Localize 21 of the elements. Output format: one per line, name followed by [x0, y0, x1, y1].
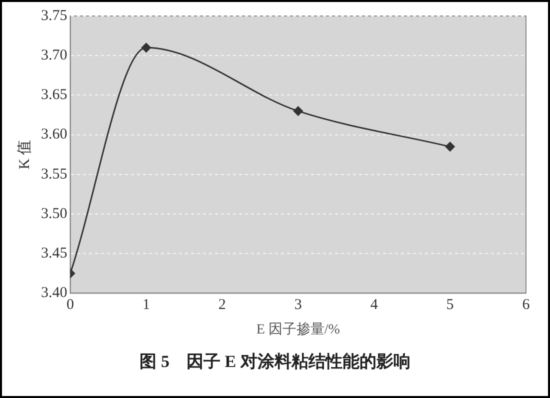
y-tick-label: 3.70 [41, 48, 68, 64]
y-tick-label: 3.45 [41, 246, 68, 262]
y-tick-label: 3.55 [41, 166, 68, 182]
x-tick-label: 5 [446, 297, 454, 314]
y-tick-label: 3.65 [41, 87, 68, 104]
y-tick-label: 3.50 [41, 206, 68, 222]
caption: 图 5 因子 E 对涂料粘结性能的影响 [138, 351, 412, 373]
point [445, 142, 455, 152]
x-tick-label: 0 [66, 297, 74, 314]
x-axis-title: E 因子掺量/% [256, 321, 340, 338]
y-tick-label: 3.60 [41, 126, 68, 143]
x-tick-label: 2 [218, 297, 226, 314]
x-tick-label: 1 [142, 297, 150, 314]
y-tick-label: 3.75 [41, 8, 68, 24]
x-tick-label: 3 [294, 297, 302, 314]
point [293, 106, 303, 116]
x-tick-label: 6 [522, 297, 530, 314]
y-tick-label: 3.40 [41, 285, 68, 302]
x-tick-label: 4 [370, 297, 378, 314]
y-axis-title: K 值 [16, 140, 33, 170]
point [141, 42, 151, 52]
